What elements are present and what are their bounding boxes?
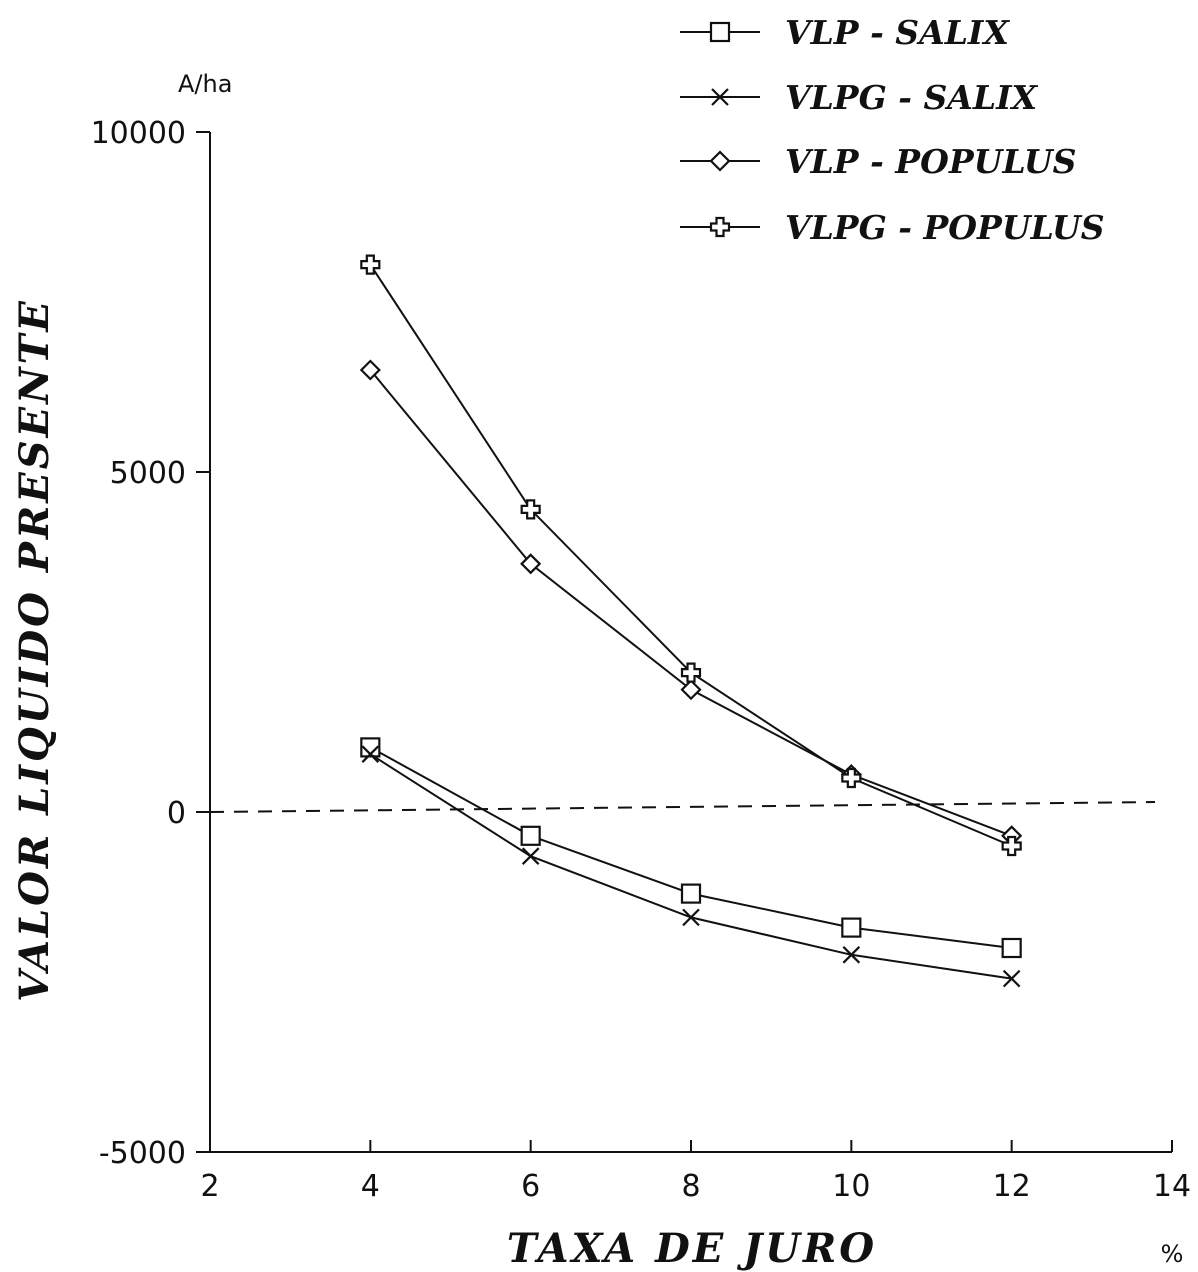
x-marker-stroke	[711, 88, 729, 106]
x-tick-label: 2	[200, 1169, 219, 1204]
data-point	[521, 847, 540, 865]
legend-entry: VLP - SALIX	[680, 13, 1010, 52]
legend-label: VLPG - POPULUS	[785, 208, 1105, 247]
data-point	[680, 883, 702, 904]
data-point	[841, 767, 862, 789]
data-point	[1001, 835, 1022, 857]
plus-marker-shape	[520, 499, 541, 520]
legend-entry: VLP - POPULUS	[680, 142, 1076, 181]
data-point	[680, 679, 702, 701]
data-point	[842, 946, 861, 964]
series-1	[361, 745, 1021, 988]
y-unit-label: A/ha	[178, 70, 232, 98]
diamond-marker-shape	[680, 679, 702, 701]
zero-reference-line	[209, 801, 1156, 813]
series-layer	[359, 254, 1023, 988]
legend-marker	[709, 21, 731, 43]
square-marker-shape	[520, 825, 541, 846]
legend-marker	[709, 150, 731, 172]
x-marker-stroke	[682, 908, 700, 927]
plus-marker-shape	[1001, 835, 1022, 857]
legend-label: VLPG - SALIX	[785, 78, 1039, 117]
data-point	[682, 908, 700, 927]
data-point	[361, 745, 380, 763]
axes: 2 4 6 8 10 12 14 10000 5000 0 -5000	[91, 116, 1192, 1204]
diamond-marker-shape	[359, 359, 381, 381]
data-point	[359, 359, 381, 381]
x-unit-label: %	[1161, 1240, 1184, 1268]
data-point	[360, 254, 381, 275]
data-point	[360, 737, 381, 758]
y-tick-label: 0	[167, 796, 186, 831]
axis-labels: A/ha % TAXA DE JURO VALOR LIQUIDO PRESEN…	[11, 70, 1183, 1272]
legend-entry: VLPG - POPULUS	[680, 208, 1105, 247]
legend-entry: VLPG - SALIX	[680, 78, 1039, 117]
data-point	[841, 917, 862, 938]
y-tick-label: 10000	[91, 116, 186, 151]
x-tick-label: 10	[832, 1169, 870, 1204]
diamond-marker-shape	[520, 553, 542, 575]
legend: VLP - SALIX VLPG - SALIX VLP - POPULUS VLPG…	[680, 13, 1105, 247]
plus-marker-shape	[360, 254, 381, 275]
series-line	[369, 264, 1013, 847]
x-marker-stroke	[361, 745, 380, 763]
y-tick-label: 5000	[110, 456, 186, 491]
legend-marker	[709, 216, 731, 238]
legend-label: VLP - POPULUS	[785, 142, 1076, 181]
series-0	[360, 737, 1022, 959]
series-3	[360, 254, 1022, 857]
x-marker-stroke	[1002, 969, 1021, 988]
data-point	[520, 825, 541, 846]
y-axis-title: VALOR LIQUIDO PRESENTE	[11, 298, 58, 1002]
legend-marker	[711, 88, 729, 106]
series-line	[369, 753, 1012, 980]
x-tick-label: 6	[521, 1169, 540, 1204]
data-point	[680, 662, 702, 683]
data-point	[1002, 969, 1021, 988]
square-marker-shape	[360, 737, 381, 758]
series-2	[359, 359, 1023, 847]
data-point	[520, 499, 541, 520]
x-tick-label: 12	[993, 1169, 1031, 1204]
data-point	[1001, 937, 1022, 959]
zero-dashed-line	[209, 801, 1156, 813]
y-tick-label: -5000	[99, 1136, 186, 1171]
square-marker-shape	[841, 917, 862, 938]
x-tick-label: 8	[681, 1169, 700, 1204]
x-marker-stroke	[521, 847, 540, 865]
x-axis-title: TAXA DE JURO	[507, 1225, 877, 1272]
series-line	[369, 369, 1013, 837]
plus-marker-shape	[680, 662, 702, 683]
x-marker-stroke	[842, 946, 861, 964]
plus-marker-shape	[709, 216, 731, 238]
diamond-marker-shape	[709, 150, 731, 172]
square-marker-shape	[709, 21, 731, 43]
data-point	[520, 553, 542, 575]
x-tick-label: 14	[1153, 1169, 1191, 1204]
plus-marker-shape	[841, 767, 862, 789]
x-tick-label: 4	[361, 1169, 380, 1204]
legend-label: VLP - SALIX	[785, 13, 1010, 52]
square-marker-shape	[1001, 937, 1022, 959]
square-marker-shape	[680, 883, 702, 904]
